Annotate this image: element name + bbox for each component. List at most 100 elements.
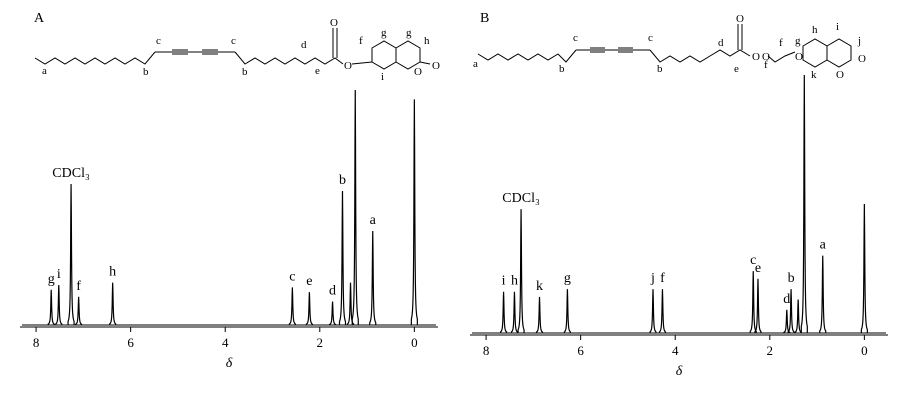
peak-label: c [289,269,295,284]
peak [800,74,808,333]
peak [860,203,868,333]
structure-a: a b c c b d e f g g h i O O O O [34,17,440,83]
atom-label: c [648,32,653,44]
peak-label: b [788,271,795,286]
atom-label: f [764,59,768,71]
peak [783,309,791,333]
x-tick-label: 4 [672,343,679,358]
bond [419,61,431,65]
panel-label: A [34,11,45,26]
peak [819,255,827,333]
atom-label: O [736,13,744,25]
peak [517,209,525,333]
atom-label: b [143,66,149,78]
peak [67,183,75,325]
x-tick-label: 0 [861,343,868,358]
peak [109,282,117,325]
bond [477,49,577,63]
atom-label: e [315,65,320,77]
atom-label: i [836,21,839,33]
x-tick-label: 6 [577,343,584,358]
atom-label: O [858,53,866,65]
x-tick-label: 0 [411,335,418,350]
peak-label: c [750,253,756,268]
peak [75,296,83,325]
peak-label: a [370,213,377,228]
atom-label: f [359,35,363,47]
atom-label: c [573,32,578,44]
peak [794,299,802,333]
x-tick-label: 6 [127,335,134,350]
peak-label: f [660,271,665,286]
peak-label: g [564,271,571,286]
bond [767,51,796,63]
x-axis-label: δ [226,356,233,371]
peak [351,89,359,325]
peak [338,191,347,325]
ring [826,38,852,68]
peak [649,289,657,333]
peak-label: i [502,274,506,289]
atom-label: O [836,69,844,81]
peak-label: g [48,272,55,287]
atom-label: d [301,39,307,51]
peak [369,230,377,325]
peak-label: e [755,261,761,276]
atom-label: O [330,17,338,29]
atom-label: g [406,27,412,39]
peak-label: k [536,279,543,294]
atom-label: f [779,37,783,49]
atom-label: d [718,37,724,49]
atom-label: i [381,71,384,83]
peak-label: e [306,274,312,289]
atom-label: h [424,35,430,47]
peak [787,289,795,333]
atom-label: a [473,58,478,70]
peak-label: d [329,284,336,299]
atom-label: O [795,51,803,63]
peak-label: f [76,279,81,294]
bond [649,49,751,63]
x-tick-label: 8 [33,335,40,350]
peak [510,291,519,333]
peak-label: b [339,173,346,188]
atom-label: O [762,51,770,63]
peak-label: CDCl₃ [502,191,540,206]
atom-label: a [42,65,47,77]
peak-label: a [820,238,827,253]
peak [288,287,296,325]
structure-b: a b c c b d e f f g h i j k O O O O O O [473,13,866,81]
peak [535,296,544,333]
atom-label: c [231,35,236,47]
x-tick-label: 8 [483,343,490,358]
peak [328,301,337,325]
bond [234,51,344,65]
peak [563,289,572,333]
peak-label: CDCl₃ [52,166,90,181]
atom-label: O [432,60,440,72]
x-tick-label: 4 [222,335,229,350]
x-tick-label: 2 [317,335,324,350]
atom-label: b [559,63,565,75]
peak-label: h [511,274,518,289]
atom-label: O [414,66,422,78]
x-axis-label: δ [676,364,683,379]
bond [351,61,373,65]
peak [410,99,418,325]
peak [55,285,63,325]
peak-label: i [57,267,61,282]
peak [499,291,508,333]
panel-label: B [480,11,489,26]
bond [34,51,156,65]
atom-label: g [795,35,801,47]
atom-label: O [344,60,352,72]
atom-label: k [811,69,817,81]
atom-label: h [812,24,818,36]
x-tick-label: 2 [767,343,774,358]
atom-label: b [242,66,248,78]
atom-label: O [752,51,760,63]
peak-label: h [109,265,116,280]
peak-label: j [650,271,655,286]
atom-label: e [734,63,739,75]
atom-label: c [156,35,161,47]
